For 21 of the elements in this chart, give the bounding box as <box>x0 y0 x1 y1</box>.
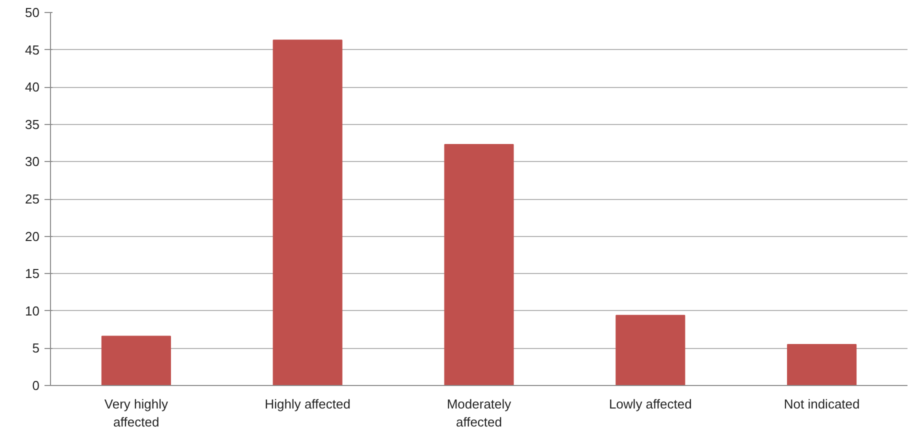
y-tick-label: 10 <box>25 303 40 318</box>
y-tick-label: 15 <box>25 266 40 282</box>
bar <box>272 40 342 386</box>
bar <box>101 336 171 386</box>
y-tick-label: 40 <box>25 80 40 95</box>
y-tick-label: 20 <box>25 228 40 244</box>
y-tick-label: 30 <box>25 154 40 170</box>
y-tick-label: 25 <box>25 192 40 206</box>
bar <box>787 344 857 386</box>
bar <box>444 144 514 386</box>
y-tick-label: 35 <box>25 116 40 132</box>
y-tick-label: 0 <box>32 378 40 393</box>
y-tick-label: 45 <box>25 42 40 58</box>
x-tick-label: Lowly affected <box>608 396 692 412</box>
y-tick-label: 5 <box>32 340 40 356</box>
bar <box>616 314 686 386</box>
x-tick-label: Very highly affected <box>104 396 168 430</box>
x-tick-label: Highly affected <box>264 396 350 412</box>
y-tick-label: 50 <box>25 5 40 20</box>
x-tick-label: Moderately affected <box>446 396 512 430</box>
x-tick-label: Not indicated <box>784 396 860 412</box>
